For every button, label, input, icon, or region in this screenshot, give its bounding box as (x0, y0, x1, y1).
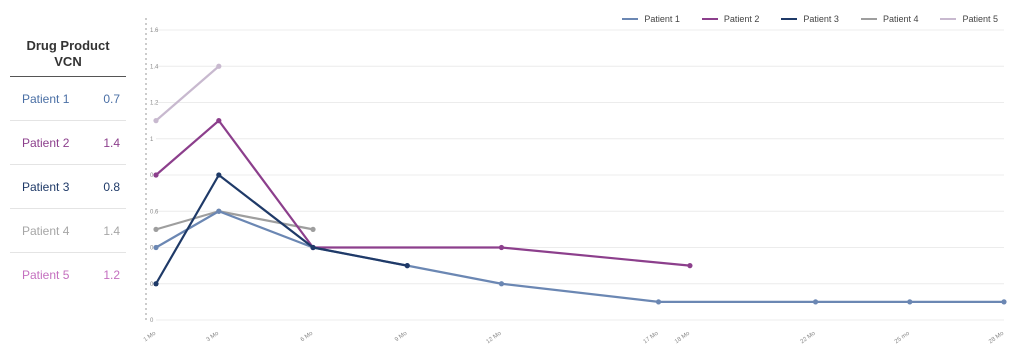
series-line (154, 173, 409, 285)
data-point (687, 263, 693, 269)
data-point (216, 208, 222, 214)
legend-item: Patient 3 (781, 14, 839, 24)
chart-legend: Patient 1 Patient 2 Patient 3 Patient 4 Pati… (622, 14, 998, 24)
legend-swatch (860, 18, 877, 20)
x-tick-label: 28 Mo (988, 330, 1006, 345)
vcn-value: 0.7 (103, 91, 120, 106)
data-point (310, 226, 316, 232)
legend-label: Patient 2 (723, 14, 760, 24)
x-tick-label: 22 Mo (800, 330, 818, 345)
x-tick-label: 17 Mo (643, 330, 661, 345)
y-tick-label: 1.4 (150, 64, 159, 70)
data-point (655, 299, 662, 305)
data-point (498, 244, 505, 251)
y-tick-label: 1.2 (150, 101, 159, 107)
series-line (154, 65, 220, 122)
vcn-title-line2: VCN (54, 54, 82, 69)
data-point (216, 63, 222, 69)
x-tick-label: 18 Mo (674, 330, 692, 345)
vcn-value: 1.2 (103, 267, 120, 282)
data-point (153, 244, 159, 251)
vcn-table: Drug Product VCN Patient 1 0.7 Patient 2 1.… (10, 38, 126, 296)
legend-item: Patient 4 (860, 14, 919, 24)
legend-label: Patient 3 (803, 14, 839, 24)
vcn-patient-name: Patient 4 (22, 223, 70, 238)
legend-swatch (701, 18, 718, 20)
data-point (153, 118, 159, 124)
vcn-patient-name: Patient 3 (22, 179, 70, 194)
vcn-rows: Patient 1 0.7 Patient 2 1.4 Patient 3 0.8 Pati… (10, 77, 126, 296)
vcn-patient-name: Patient 1 (22, 91, 70, 106)
data-point (812, 299, 819, 305)
vcn-table-title: Drug Product VCN (10, 38, 126, 77)
y-tick-label: 1.6 (150, 28, 159, 34)
legend-label: Patient 1 (644, 14, 680, 24)
vcn-value: 1.4 (103, 135, 120, 150)
legend-item: Patient 2 (701, 14, 760, 24)
vcn-row: Patient 5 1.2 (10, 253, 126, 296)
vcn-title-line1: Drug Product (26, 38, 110, 53)
x-tick-label: 6 Mo (300, 330, 315, 343)
data-point (1001, 299, 1007, 305)
data-point (153, 226, 159, 232)
vcn-row: Patient 2 1.4 (10, 121, 126, 165)
legend-swatch (781, 18, 798, 20)
data-point (153, 281, 159, 287)
data-point (907, 299, 913, 305)
vcn-patient-name: Patient 5 (22, 267, 70, 282)
legend-swatch (940, 18, 957, 20)
data-point (498, 281, 505, 287)
y-tick-label: 1 (150, 137, 154, 143)
legend-item: Patient 5 (940, 14, 998, 24)
y-tick-label: 0 (150, 318, 154, 324)
data-point (404, 263, 410, 269)
legend-item: Patient 1 (622, 14, 680, 24)
vcn-value: 1.4 (103, 223, 120, 238)
vcn-value: 0.8 (103, 179, 120, 194)
x-tick-label: 9 Mo (394, 330, 409, 343)
x-tick-label: 1 Mo (143, 330, 158, 343)
vcn-row: Patient 4 1.4 (10, 209, 126, 253)
legend-label: Patient 4 (882, 14, 919, 24)
legend-label: Patient 5 (962, 14, 998, 24)
vcn-patient-name: Patient 2 (22, 135, 70, 150)
data-point (310, 244, 316, 251)
data-point (153, 172, 159, 178)
vcn-row: Patient 3 0.8 (10, 165, 126, 209)
data-point (216, 118, 222, 124)
data-point (216, 172, 222, 178)
vcn-row: Patient 1 0.7 (10, 77, 126, 121)
legend-swatch (622, 18, 639, 20)
x-tick-label: 12 Mo (486, 330, 504, 345)
x-tick-label: 25 mo (894, 330, 912, 345)
x-tick-label: 3 Mo (206, 330, 221, 343)
series-line (154, 119, 692, 267)
y-tick-label: 0.6 (150, 209, 159, 215)
